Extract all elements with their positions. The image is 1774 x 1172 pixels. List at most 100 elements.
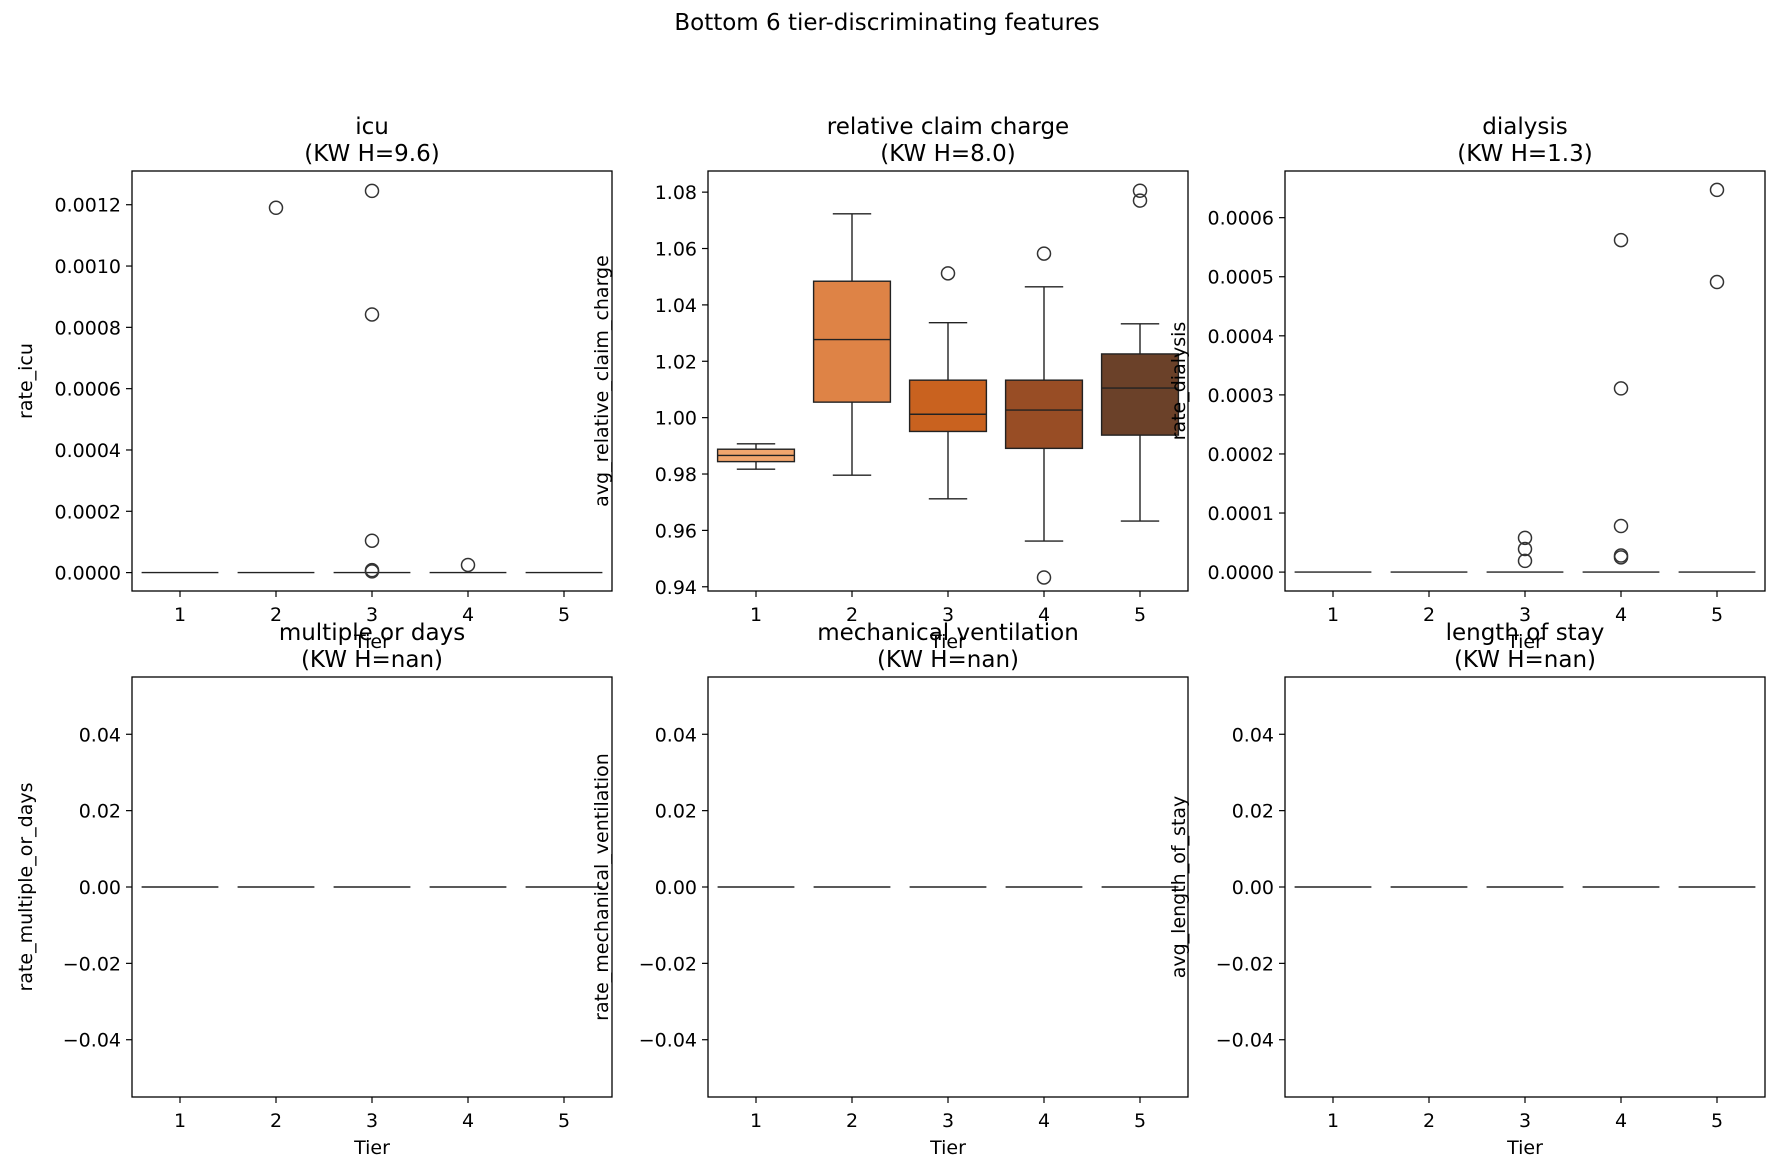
x-tick-label: 3: [1519, 1110, 1531, 1132]
y-tick-label: −0.02: [63, 953, 121, 975]
outlier-point: [460, 557, 476, 573]
y-tick-label: 1.06: [655, 239, 697, 261]
y-tick-label: −0.04: [63, 1030, 121, 1052]
y-tick-label: 0.0005: [1208, 267, 1274, 289]
x-tick-label: 3: [366, 604, 378, 626]
y-axis-label: avg_length_of_stay: [1168, 796, 1190, 979]
outlier-point: [364, 183, 380, 199]
box-tier-1: [716, 443, 796, 470]
y-tick-label: −0.02: [639, 953, 697, 975]
axes-frame: [1284, 170, 1766, 592]
x-tick-label: 4: [462, 1110, 474, 1132]
y-axis-label: avg_relative_claim_charge: [591, 255, 613, 507]
subplot-length-of-stay: length of stay(KW H=nan) −0.04 −0.02 0.00 0.…: [1168, 620, 1766, 1159]
y-axis-label: rate_dialysis: [1168, 322, 1190, 441]
outlier-point: [364, 307, 380, 322]
outlier-point: [1036, 570, 1052, 585]
x-axis-label: Tier: [929, 1137, 966, 1159]
box-body: [1100, 353, 1180, 436]
y-tick-label: 0.0003: [1208, 385, 1274, 407]
box-tier-4: [429, 557, 507, 574]
x-tick-label: 4: [1615, 1110, 1627, 1132]
subplot-kw-statistic: (KW H=nan): [877, 647, 1019, 673]
x-tick-label: 1: [174, 604, 186, 626]
y-tick-label: −0.02: [1216, 953, 1274, 975]
box-body: [1004, 379, 1084, 450]
box-tier-4: [1004, 246, 1084, 585]
outlier-point: [1613, 232, 1629, 248]
x-tick-label: 5: [558, 1110, 570, 1132]
box-body: [908, 379, 988, 433]
y-tick-label: 0.02: [1232, 801, 1274, 823]
box-tier-5: [1100, 183, 1180, 522]
x-tick-label: 1: [174, 1110, 186, 1132]
axes-frame: [707, 170, 1189, 592]
x-tick-label: 1: [1327, 1110, 1339, 1132]
y-tick-label: 1.08: [655, 182, 697, 204]
subplot-title: length of stay: [1446, 620, 1605, 646]
subplot-multiple-or-days: multiple or days(KW H=nan) −0.04 −0.02 0.00…: [15, 620, 613, 1159]
x-tick-label: 3: [366, 1110, 378, 1132]
x-tick-label: 3: [942, 604, 954, 626]
subplot-kw-statistic: (KW H=1.3): [1457, 141, 1592, 167]
outlier-point: [1036, 246, 1052, 261]
outlier-point: [1709, 274, 1725, 290]
x-tick-label: 1: [1327, 604, 1339, 626]
subplot-title: mechanical ventilation: [817, 620, 1079, 646]
y-tick-label: 0.94: [655, 577, 697, 599]
subplot-kw-statistic: (KW H=nan): [1454, 647, 1596, 673]
x-tick-label: 1: [750, 604, 762, 626]
y-tick-label: 0.00: [79, 877, 121, 899]
x-axis-label: Tier: [1506, 631, 1543, 653]
subplot-kw-statistic: (KW H=9.6): [304, 141, 439, 167]
outlier-point: [1132, 183, 1148, 198]
y-tick-label: −0.04: [639, 1030, 697, 1052]
subplot-title: icu: [355, 114, 389, 140]
x-tick-label: 5: [558, 604, 570, 626]
y-tick-label: 0.0004: [1208, 326, 1274, 348]
y-tick-label: 1.04: [655, 295, 697, 317]
box-tier-2: [812, 213, 892, 476]
box-tier-5: [1678, 182, 1756, 573]
box-tier-4: [1582, 232, 1660, 573]
y-tick-label: 1.02: [655, 351, 697, 373]
axes-frame: [707, 676, 1189, 1098]
outlier-point: [1613, 518, 1629, 534]
axes-frame: [1284, 676, 1766, 1098]
axes-frame: [131, 170, 613, 592]
x-tick-label: 4: [1038, 604, 1050, 626]
subplot-title: dialysis: [1482, 114, 1567, 140]
subplot-title: relative claim charge: [827, 114, 1069, 140]
outlier-point: [1613, 550, 1629, 565]
y-tick-label: 0.0008: [55, 317, 121, 339]
axes-frame: [131, 676, 613, 1098]
y-axis-label: rate_multiple_or_days: [15, 783, 37, 992]
y-tick-label: −0.04: [1216, 1030, 1274, 1052]
subplot-title: multiple or days: [279, 620, 465, 646]
x-axis-label: Tier: [1506, 1137, 1543, 1159]
x-tick-label: 4: [462, 604, 474, 626]
y-tick-label: 0.0002: [55, 501, 121, 523]
y-tick-label: 0.0001: [1208, 503, 1274, 525]
y-axis-label: rate_mechanical_ventilation: [591, 753, 613, 1021]
x-axis-label: Tier: [929, 631, 966, 653]
y-tick-label: 0.00: [655, 877, 697, 899]
x-tick-label: 4: [1038, 1110, 1050, 1132]
y-tick-label: 0.02: [79, 801, 121, 823]
outlier-point: [1709, 182, 1725, 198]
subplot-kw-statistic: (KW H=8.0): [880, 141, 1015, 167]
x-tick-label: 5: [1711, 1110, 1723, 1132]
x-tick-label: 2: [846, 604, 858, 626]
y-tick-label: 1.00: [655, 408, 697, 430]
x-tick-label: 5: [1134, 604, 1146, 626]
x-tick-label: 3: [942, 1110, 954, 1132]
y-tick-label: 0.0000: [1208, 562, 1274, 584]
outlier-point: [1517, 553, 1533, 569]
x-tick-label: 5: [1711, 604, 1723, 626]
x-tick-label: 5: [1134, 1110, 1146, 1132]
y-tick-label: 0.00: [1232, 877, 1274, 899]
y-tick-label: 0.98: [655, 464, 697, 486]
y-tick-label: 0.04: [1232, 724, 1274, 746]
outlier-point: [1517, 530, 1533, 546]
